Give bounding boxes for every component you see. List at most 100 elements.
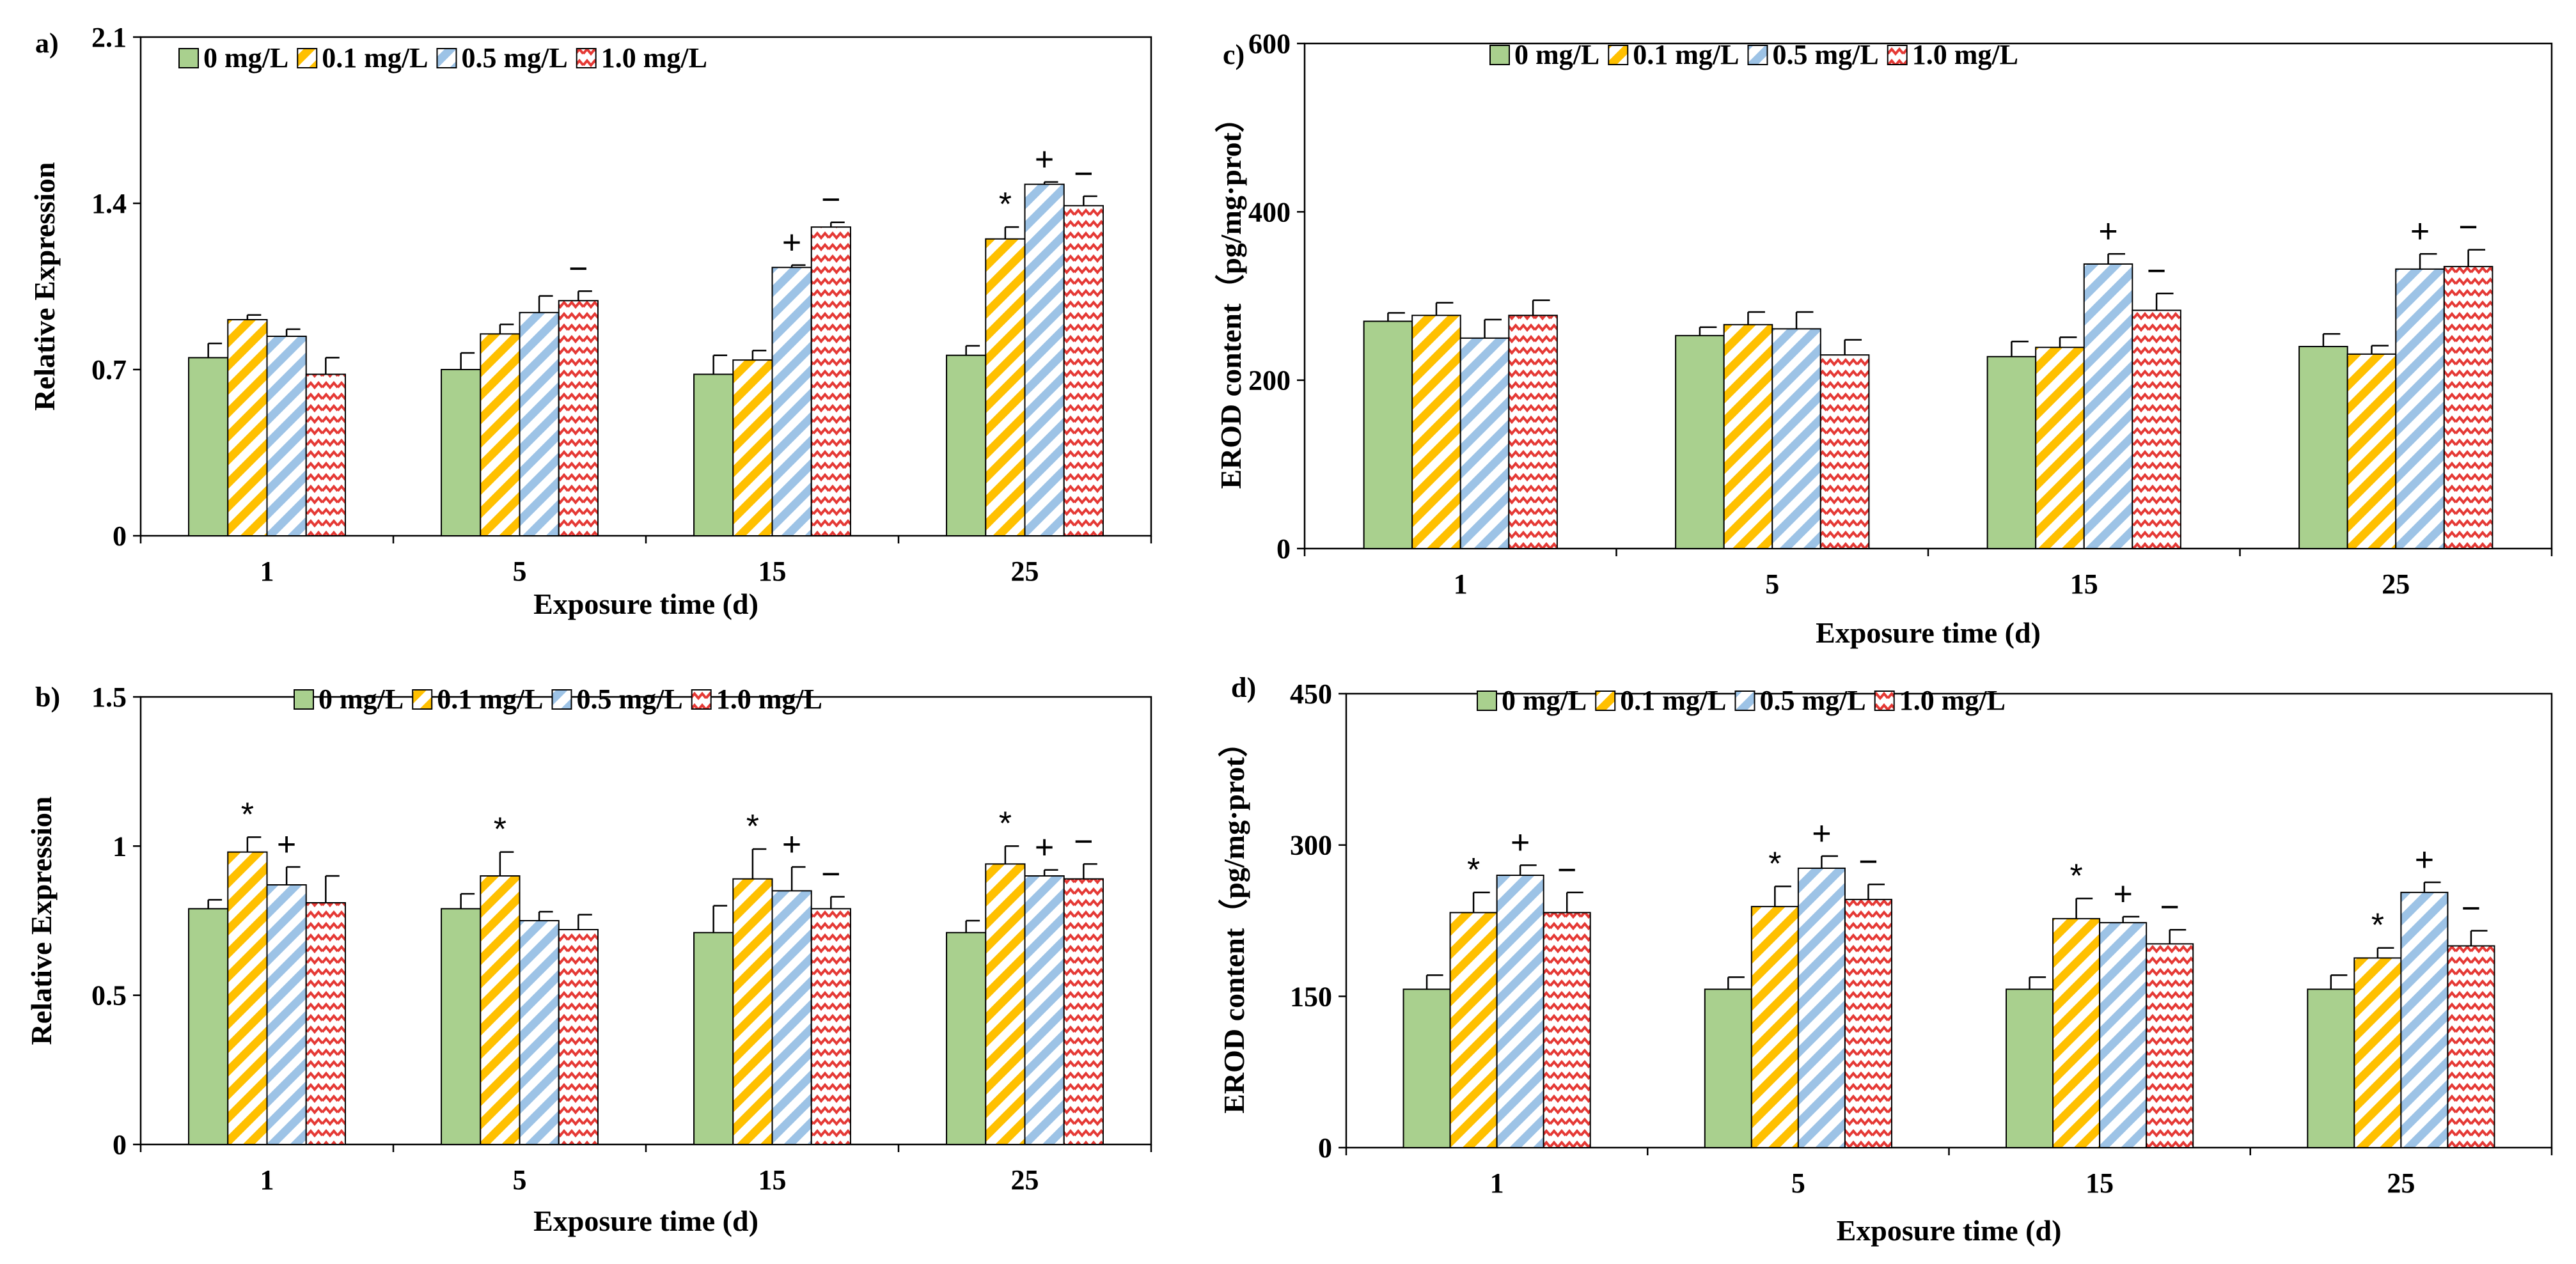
significance-marker: * [241, 796, 254, 833]
legend-label: 0 mg/L [203, 42, 288, 74]
significance-marker: * [2069, 857, 2082, 894]
bar [693, 932, 734, 1145]
bar [1675, 334, 1725, 550]
bar [1819, 354, 1870, 550]
bar [1459, 337, 1510, 549]
bar [1844, 898, 1892, 1149]
bar [2099, 922, 2148, 1148]
significance-marker: * [494, 811, 507, 848]
x-tick-label: 1 [260, 1164, 274, 1196]
bar [2447, 945, 2495, 1148]
legend-label: 0 mg/L [318, 683, 404, 715]
panel-label: d) [1231, 672, 1256, 703]
significance-marker: − [1557, 852, 1576, 889]
significance-marker: + [1035, 141, 1054, 178]
legend-swatch [1747, 45, 1768, 65]
bar [305, 373, 346, 537]
significance-marker: + [782, 826, 801, 863]
legend-swatch [1874, 691, 1895, 711]
significance-marker: * [2371, 907, 2384, 944]
y-axis-title: Relative Expression [28, 162, 61, 411]
legend-label: 0.1 mg/L [322, 42, 428, 74]
bar [1024, 183, 1065, 536]
y-tick-label: 0 [1276, 533, 1291, 565]
panel-label: a) [35, 27, 59, 59]
y-tick-label: 1 [113, 831, 127, 862]
bar [1723, 324, 1773, 549]
bar [2146, 943, 2194, 1149]
bar [558, 300, 599, 536]
chart-panel-a: 00.71.42.11 5 15 25+−−*+ −a)Exposure time (d… [28, 22, 1152, 620]
y-tick-label: 0 [113, 1129, 127, 1160]
y-tick-label: 0.5 [91, 980, 127, 1011]
y-axis-title: EROD content（pg/mg·prot） [1214, 103, 1247, 489]
significance-marker: + [2098, 213, 2117, 250]
bar [946, 932, 987, 1145]
legend-swatch [412, 689, 433, 710]
bar [946, 354, 987, 536]
legend: 0 mg/L 0.1 mg/L 0.5 mg/L 1.0 mg/L [294, 683, 822, 715]
legend-label: 0.5 mg/L [1772, 39, 1878, 70]
x-tick-label: 25 [1011, 556, 1039, 587]
x-tick-label: 15 [2085, 1167, 2114, 1199]
bar [266, 884, 307, 1145]
bar [266, 336, 307, 536]
significance-marker: − [2147, 253, 2166, 290]
significance-marker: + [2415, 841, 2434, 878]
bar [1063, 878, 1104, 1145]
charts-container: 00.71.42.11 5 15 25+−−*+ −a)Exposure time (d… [25, 22, 2553, 1247]
x-axis-title: Exposure time (d) [1837, 1214, 2062, 1247]
significance-marker: * [746, 808, 759, 845]
significance-marker: + [277, 826, 296, 863]
significance-marker: + [1511, 824, 1530, 861]
bar [1063, 205, 1104, 536]
bar [1024, 875, 1065, 1145]
x-tick-label: 15 [2070, 568, 2098, 600]
significance-marker: + [2410, 213, 2430, 250]
bar [2395, 268, 2445, 549]
legend-swatch [1608, 45, 1629, 65]
significance-marker: + [782, 224, 801, 261]
bar [1797, 867, 1846, 1148]
y-tick-label: 400 [1248, 196, 1291, 228]
bar [519, 311, 560, 536]
significance-marker: − [1074, 823, 1093, 860]
bar [810, 226, 851, 536]
y-tick-label: 2.1 [91, 22, 127, 53]
bar [558, 929, 599, 1145]
bar [227, 319, 268, 536]
x-tick-label: 25 [2382, 568, 2410, 600]
legend: 0 mg/L 0.1 mg/L 0.5 mg/L 1.0 mg/L [178, 42, 707, 74]
significance-marker: − [2458, 209, 2478, 246]
significance-marker: − [2462, 890, 2481, 927]
legend-swatch [576, 48, 597, 68]
x-tick-label: 25 [2387, 1167, 2415, 1199]
x-tick-label: 1 [1454, 568, 1468, 600]
y-axis-title: Relative Expression [25, 797, 58, 1045]
bar [188, 357, 229, 537]
bar [441, 908, 482, 1146]
y-tick-label: 150 [1290, 981, 1332, 1012]
bar [732, 359, 773, 537]
bar [771, 890, 812, 1146]
x-tick-label: 5 [513, 556, 527, 587]
bar [2035, 347, 2085, 549]
significance-marker: − [821, 856, 840, 893]
y-tick-label: 1.5 [91, 682, 127, 713]
bar [810, 908, 851, 1146]
bar [1704, 988, 1752, 1149]
y-tick-label: 0 [113, 520, 127, 552]
significance-marker: * [999, 805, 1012, 842]
y-tick-label: 0 [1318, 1132, 1332, 1164]
bar [2298, 346, 2348, 549]
bar [441, 369, 482, 536]
significance-marker: − [2160, 889, 2179, 926]
x-tick-label: 5 [1765, 568, 1779, 600]
x-tick-label: 1 [260, 556, 274, 587]
x-tick-label: 15 [758, 556, 787, 587]
legend-swatch [1734, 691, 1755, 711]
y-axis-title: EROD content（pg/mg·prot） [1218, 728, 1250, 1114]
panel-label: b) [35, 682, 60, 713]
x-axis-title: Exposure time (d) [533, 588, 758, 620]
